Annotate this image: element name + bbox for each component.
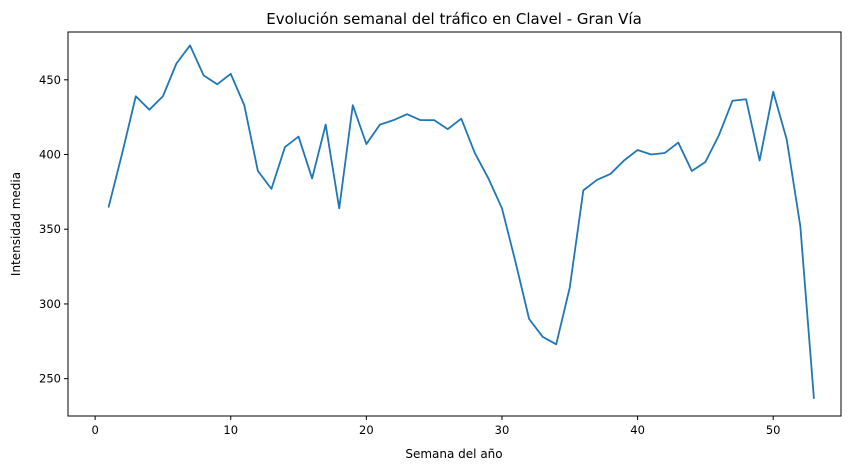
y-tick-label: 350	[39, 222, 61, 236]
y-axis-label: Intensidad media	[9, 172, 23, 276]
x-axis: 0 10 20 30 40 50	[91, 416, 781, 437]
chart-title: Evolución semanal del tráfico en Clavel …	[266, 10, 642, 28]
y-tick-label: 400	[39, 148, 61, 162]
y-tick-label: 450	[39, 73, 61, 87]
y-axis: 250 300 350 400 450	[39, 73, 68, 386]
x-tick-label: 0	[91, 423, 98, 437]
y-tick-label: 300	[39, 297, 61, 311]
x-tick-label: 10	[223, 423, 238, 437]
series-line-0	[107, 44, 815, 399]
plot-frame	[67, 31, 842, 417]
x-tick-label: 50	[766, 423, 781, 437]
series-layer	[107, 44, 815, 399]
x-axis-label: Semana del año	[405, 447, 502, 461]
y-tick-label: 250	[39, 372, 61, 386]
x-tick-label: 30	[495, 423, 510, 437]
x-tick-label: 20	[359, 423, 374, 437]
x-tick-label: 40	[630, 423, 645, 437]
plot-area: 0 10 20 30 40 50 250 300 350 400 450	[39, 31, 842, 437]
